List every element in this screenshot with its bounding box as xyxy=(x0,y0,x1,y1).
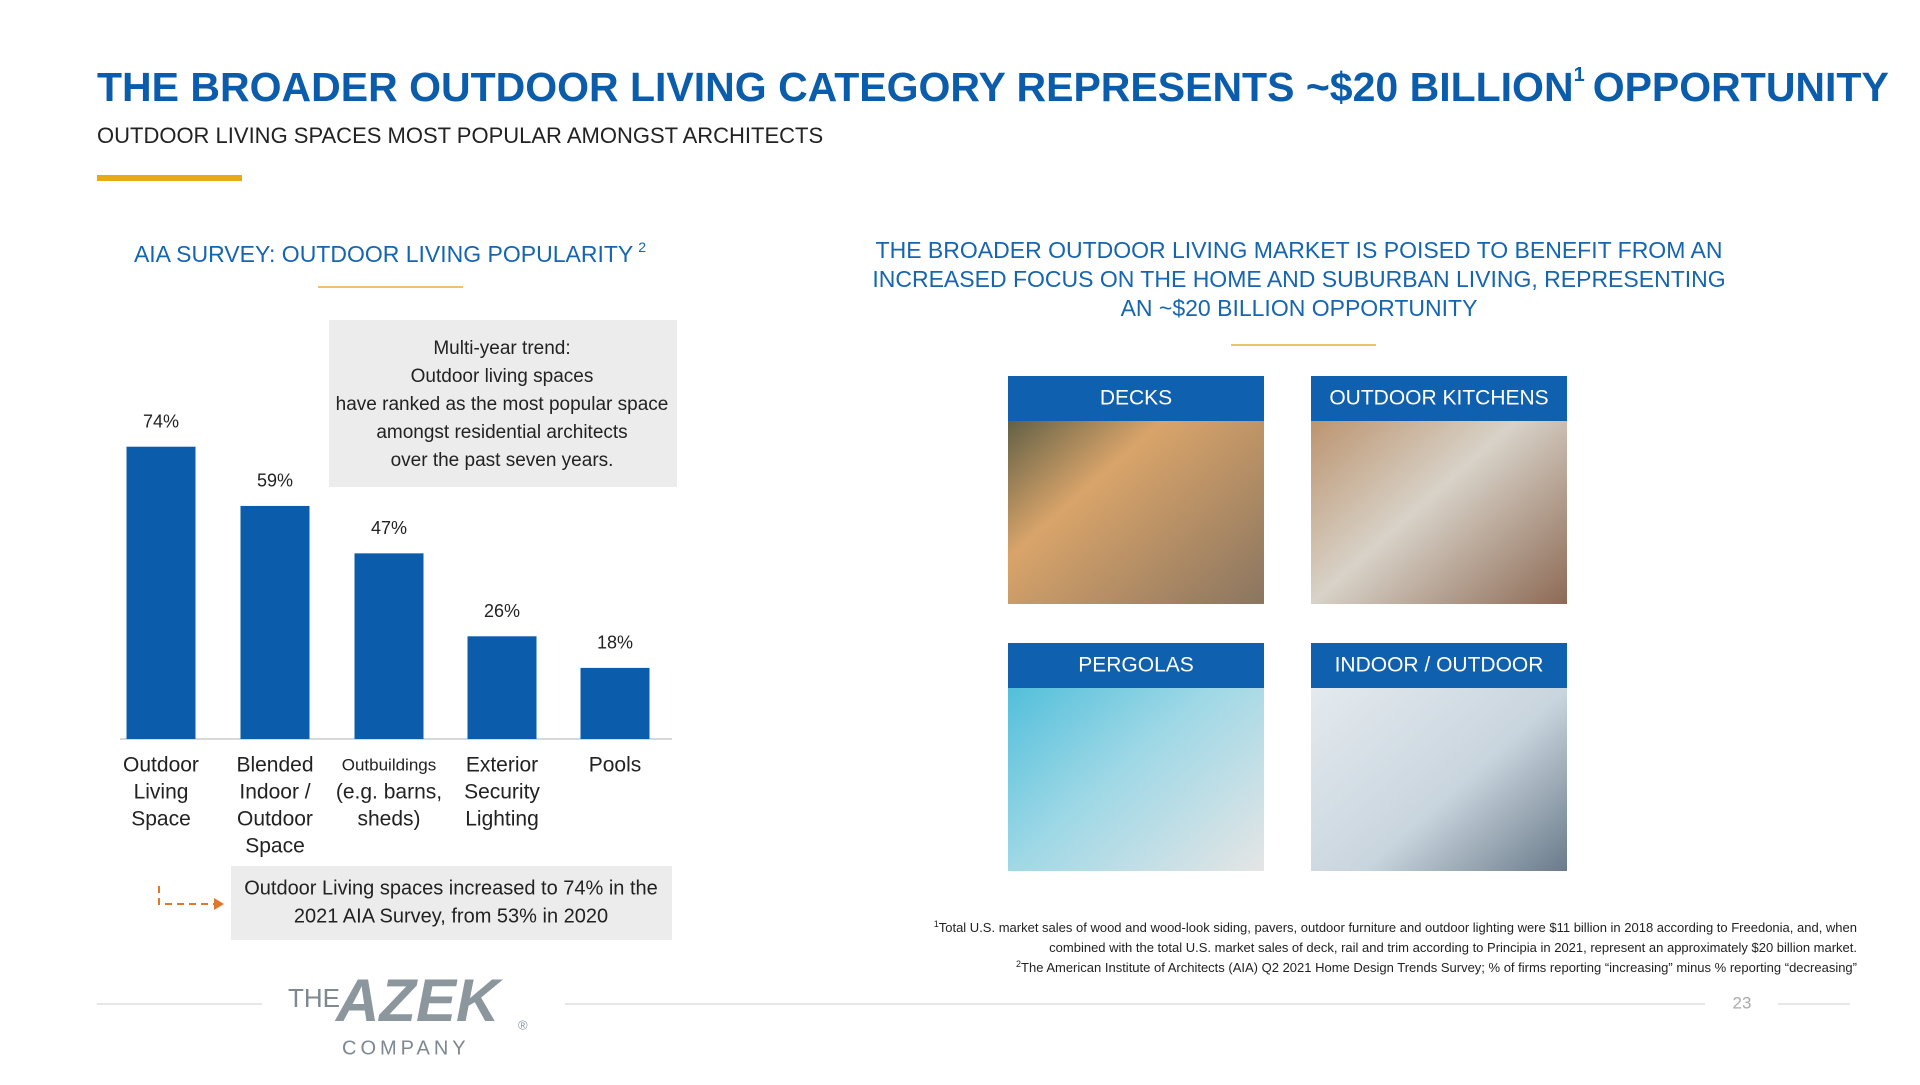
category-label: Outbuildings xyxy=(342,755,437,774)
trend-text: have ranked as the most popular space xyxy=(336,394,669,415)
trend-text: over the past seven years. xyxy=(391,450,614,471)
tiles xyxy=(1008,376,1567,871)
footnote-text: combined with the total U.S. market sale… xyxy=(1049,940,1857,955)
category-label: Space xyxy=(245,835,305,858)
arrow-head xyxy=(214,898,224,910)
category-label: Pools xyxy=(589,754,642,777)
tile-band xyxy=(1311,376,1567,421)
chart-title: AIA SURVEY: OUTDOOR LIVING POPULARITY 2 xyxy=(134,239,646,267)
callout-text: 2021 AIA Survey, from 53% in 2020 xyxy=(294,905,608,927)
tile-label: OUTDOOR KITCHENS xyxy=(1329,387,1548,410)
page-number: 23 xyxy=(1733,993,1752,1012)
callout-box xyxy=(231,866,672,940)
category-label: Indoor / xyxy=(239,781,310,804)
market-heading: INCREASED FOCUS ON THE HOME AND SUBURBAN… xyxy=(872,266,1725,292)
title: THE BROADER OUTDOOR LIVING CATEGORY REPR… xyxy=(97,64,1889,110)
title-sup: 1 xyxy=(1574,64,1585,86)
footnote-sup: 1 xyxy=(934,919,939,929)
accent-bar xyxy=(97,175,242,181)
footnote-text: Total U.S. market sales of wood and wood… xyxy=(939,920,1857,935)
category-label: (e.g. barns, xyxy=(336,781,442,804)
chart-title-sup: 2 xyxy=(638,239,646,255)
category-label: Outdoor xyxy=(237,808,313,831)
chart-title-text: AIA SURVEY: OUTDOOR LIVING POPULARITY xyxy=(134,241,633,267)
trend-box xyxy=(329,320,677,487)
bar xyxy=(240,505,310,739)
arrow xyxy=(158,886,218,905)
footnote-text: The American Institute of Architects (AI… xyxy=(1021,960,1857,975)
trend-text: Outdoor living spaces xyxy=(411,366,594,387)
title-end: OPPORTUNITY xyxy=(1593,64,1889,110)
category-label: Outdoor xyxy=(123,754,199,777)
value-label: 59% xyxy=(257,471,293,491)
subtitle: OUTDOOR LIVING SPACES MOST POPULAR AMONG… xyxy=(97,123,823,148)
category-label: Living xyxy=(134,781,189,804)
callout-text: Outdoor Living spaces increased to 74% i… xyxy=(244,877,658,899)
bar xyxy=(126,446,196,739)
category-label: Security xyxy=(464,781,540,804)
market-heading: THE BROADER OUTDOOR LIVING MARKET IS POI… xyxy=(876,237,1723,263)
category-label: Exterior xyxy=(466,754,538,777)
tile-band xyxy=(1311,643,1567,688)
bar xyxy=(354,553,424,739)
logo-mark: ® xyxy=(518,1017,528,1032)
value-label: 74% xyxy=(143,411,179,431)
value-label: 26% xyxy=(484,601,520,621)
footnote-sup: 2 xyxy=(1016,959,1021,969)
trend-text: amongst residential architects xyxy=(376,422,627,443)
market-heading: AN ~$20 BILLION OPPORTUNITY xyxy=(1121,295,1478,321)
footnote: 1Total U.S. market sales of wood and woo… xyxy=(934,919,1857,935)
category-label: Lighting xyxy=(465,808,539,831)
tile-label: DECKS xyxy=(1100,387,1172,410)
tile-band xyxy=(1008,376,1264,421)
category-label: sheds) xyxy=(357,808,420,831)
logo-name: AZEK xyxy=(334,967,503,1034)
bar xyxy=(580,667,650,739)
value-label: 47% xyxy=(371,518,407,538)
footnote: combined with the total U.S. market sale… xyxy=(1049,940,1857,955)
logo-company: COMPANY xyxy=(342,1037,470,1059)
bar xyxy=(467,636,537,739)
logo-the: THE xyxy=(288,983,340,1013)
tile-label: INDOOR / OUTDOOR xyxy=(1335,654,1544,677)
title-main: THE BROADER OUTDOOR LIVING CATEGORY REPR… xyxy=(97,64,1574,110)
tile-label: PERGOLAS xyxy=(1078,654,1194,677)
category-label: Space xyxy=(131,808,191,831)
value-label: 18% xyxy=(597,633,633,653)
footnote: 2The American Institute of Architects (A… xyxy=(1016,959,1857,975)
category-label: Blended xyxy=(236,754,313,777)
tile-band xyxy=(1008,643,1264,688)
trend-text: Multi-year trend: xyxy=(433,338,570,359)
